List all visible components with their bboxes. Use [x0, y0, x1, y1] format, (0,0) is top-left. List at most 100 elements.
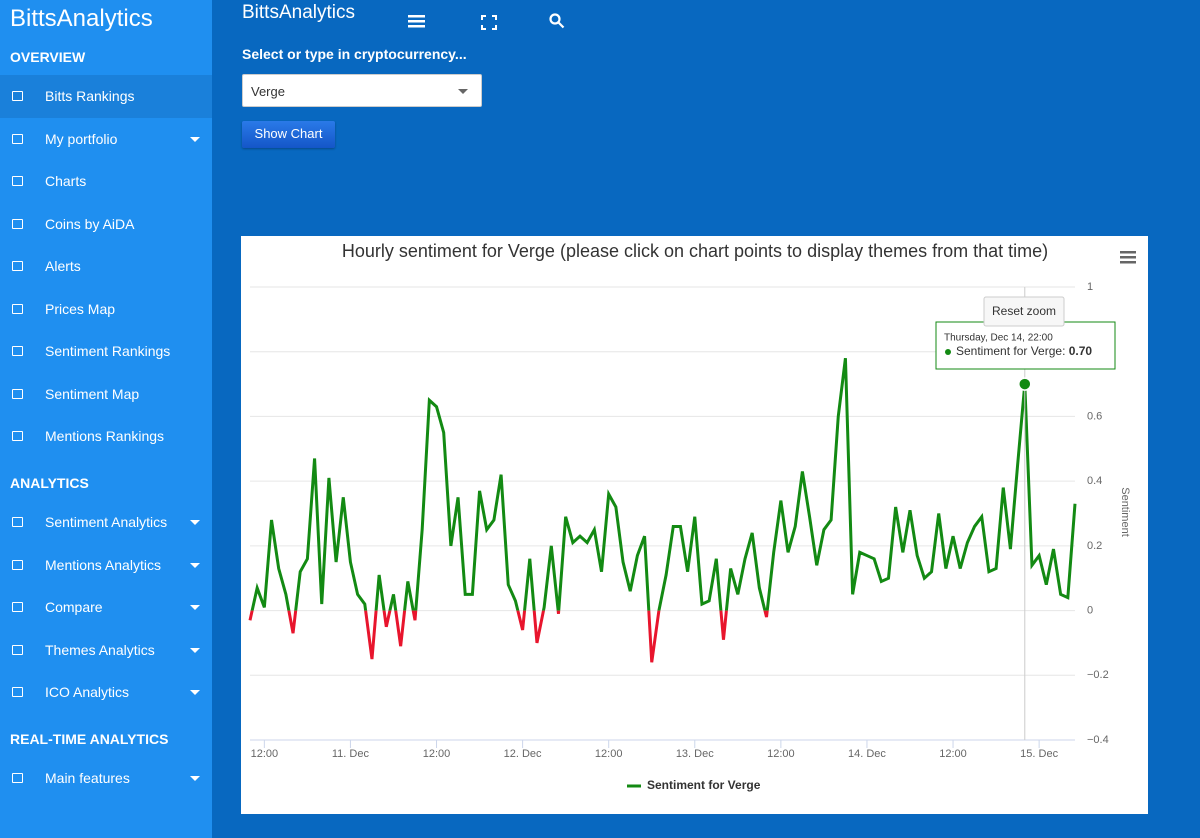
section-title: ANALYTICS	[10, 475, 89, 491]
nav-item[interactable]: Bitts Rankings	[0, 75, 212, 118]
nav-icon	[12, 773, 23, 783]
nav-icon	[12, 431, 23, 441]
nav-label: Sentiment Analytics	[45, 514, 168, 531]
nav-label: Sentiment Map	[45, 385, 140, 402]
nav-icon	[12, 91, 23, 101]
nav-label: Compare	[45, 599, 103, 616]
y-tick-label: 0.4	[1087, 475, 1102, 487]
nav-item[interactable]: Sentiment Map	[0, 373, 212, 416]
nav-item[interactable]: My portfolio	[0, 118, 212, 161]
nav-icon	[12, 218, 23, 229]
submenu-caret	[190, 647, 200, 653]
search-icon[interactable]	[549, 13, 565, 29]
nav-item[interactable]: Mentions Analytics	[0, 544, 212, 587]
x-tick-label: 15. Dec	[1020, 748, 1058, 760]
nav-item[interactable]: Main features	[0, 757, 212, 800]
nav-item[interactable]: Alerts	[0, 245, 212, 288]
fullscreen-icon[interactable]	[481, 15, 497, 30]
show-chart-button[interactable]: Show Chart	[242, 121, 335, 148]
nav-label: Main features	[45, 770, 130, 787]
nav-label: Prices Map	[45, 300, 116, 317]
legend-label[interactable]: Sentiment for Verge	[647, 778, 761, 792]
submenu-caret	[190, 690, 200, 695]
brand[interactable]: BittsAnalytics	[10, 5, 153, 32]
series-line	[250, 358, 1077, 611]
nav-item[interactable]: Coins by AiDA	[0, 203, 212, 246]
nav-icon	[12, 517, 23, 527]
tooltip-box	[935, 321, 1116, 370]
nav-label: My portfolio	[45, 130, 118, 147]
submenu-caret	[190, 605, 200, 610]
section-title: REAL-TIME ANALYTICS	[10, 731, 169, 747]
topbar-title: BittsAnalytics	[242, 2, 355, 23]
x-tick-label: 12:00	[251, 748, 279, 760]
select-caret	[458, 89, 468, 94]
nav-label: Charts	[45, 173, 87, 190]
nav-icon	[12, 176, 23, 186]
nav-icon	[12, 644, 23, 655]
tooltip-title: Thursday, Dec 14, 22:00	[944, 333, 1053, 344]
nav-label: Themes Analytics	[45, 641, 155, 658]
nav-item[interactable]: Prices Map	[0, 288, 212, 331]
nav-label: Sentiment Rankings	[45, 343, 171, 360]
y-tick-label: 0.2	[1087, 540, 1102, 552]
nav-item[interactable]: Mentions Rankings	[0, 415, 212, 458]
nav-icon	[12, 388, 23, 399]
nav-icon	[12, 133, 23, 144]
tooltip-series: Sentiment for Verge	[956, 344, 1062, 358]
nav-icon	[12, 602, 23, 612]
reset-zoom-box	[983, 296, 1065, 327]
nav-label: Mentions Analytics	[45, 556, 161, 573]
x-tick-label: 12:00	[767, 748, 795, 760]
chart-title: Hourly sentiment for Verge (please click…	[342, 241, 1048, 261]
y-tick-label: −0.4	[1087, 734, 1109, 746]
y-tick-label: −0.2	[1087, 669, 1109, 681]
nav-label: Coins by AiDA	[45, 215, 135, 232]
nav-item[interactable]: Themes Analytics	[0, 629, 212, 672]
chart: Hourly sentiment for Verge (please click…	[241, 236, 1148, 814]
submenu-caret	[190, 776, 200, 781]
menu-icon[interactable]	[408, 15, 425, 28]
reset-zoom-button[interactable]: Reset zoom	[983, 296, 1065, 327]
nav-item[interactable]: Sentiment Analytics	[0, 501, 212, 544]
crypto-select[interactable]: Verge	[242, 74, 482, 107]
reset-zoom-label: Reset zoom	[992, 304, 1056, 318]
nav-item[interactable]: Sentiment Rankings	[0, 330, 212, 373]
x-tick-label: 12:00	[595, 748, 623, 760]
nav-label: ICO Analytics	[45, 684, 130, 701]
nav-item[interactable]: Charts	[0, 160, 212, 203]
nav-label: Bitts Rankings	[45, 88, 135, 105]
x-tick-label: 12. Dec	[504, 748, 542, 760]
x-tick-label: 11. Dec	[332, 748, 370, 760]
nav-icon	[12, 303, 23, 314]
nav-item[interactable]: Compare	[0, 586, 212, 629]
nav-icon	[12, 559, 23, 570]
y-tick-label: 0.6	[1087, 410, 1102, 422]
nav-icon	[12, 261, 23, 271]
y-tick-label: 0	[1087, 604, 1093, 616]
submenu-caret	[190, 562, 200, 568]
tooltip-text: Sentiment for Verge: 0.70	[956, 344, 1092, 358]
section-title: OVERVIEW	[10, 49, 86, 65]
tooltip-value: 0.70	[1069, 344, 1093, 358]
x-tick-label: 12:00	[939, 748, 967, 760]
nav-label: Alerts	[45, 258, 81, 275]
x-tick-label: 12:00	[423, 748, 451, 760]
nav-icon	[12, 687, 23, 697]
submenu-caret	[190, 520, 200, 525]
nav-label: Mentions Rankings	[45, 428, 165, 445]
submenu-caret	[190, 136, 200, 142]
chart-menu[interactable]	[1120, 251, 1136, 264]
x-tick-label: 14. Dec	[848, 748, 886, 760]
hover-point[interactable]	[1018, 377, 1032, 391]
tooltip-dot	[945, 349, 951, 355]
nav-item[interactable]: ICO Analytics	[0, 671, 212, 714]
select-value: Verge	[251, 84, 285, 99]
select-prompt: Select or type in cryptocurrency...	[242, 46, 467, 62]
sidebar: BittsAnalytics OVERVIEW Bitts Rankings My …	[0, 0, 212, 838]
series-line-negative	[248, 610, 769, 663]
nav-icon	[12, 346, 23, 356]
y-axis-label: Sentiment	[1119, 487, 1131, 537]
